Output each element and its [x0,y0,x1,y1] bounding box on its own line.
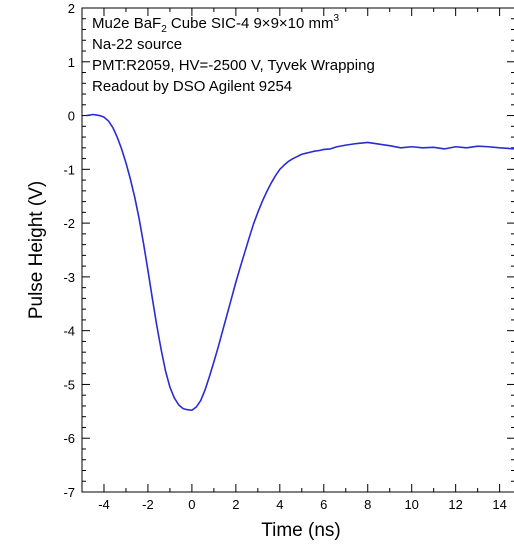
y-tick-label: -7 [63,485,75,500]
annotation-block: Mu2e BaF2 Cube SIC-4 9×9×10 mm3 Na-22 so… [92,13,375,95]
y-tick-label: -6 [63,431,75,446]
x-tick-label: 10 [404,497,418,512]
y-tick-label: -5 [63,377,75,392]
annotation-line-4: Readout by DSO Agilent 9254 [92,78,292,95]
x-tick-label: 8 [364,497,371,512]
x-tick-label: 0 [188,497,195,512]
y-tick-label: -3 [63,270,75,285]
y-tick-label: 2 [68,1,75,16]
y-tick-label: -2 [63,216,75,231]
y-tick-label: 1 [68,55,75,70]
x-tick-label: 2 [232,497,239,512]
x-axis-title: Time (ns) [261,520,341,541]
y-tick-label: -1 [63,162,75,177]
annotation-line-2: Na-22 source [92,36,182,53]
x-tick-label: -4 [98,497,110,512]
y-axis-title: Pulse Height (V) [26,181,47,319]
x-tick-label: 12 [448,497,462,512]
x-tick-labels: -4 -2 0 2 4 6 8 10 12 14 [98,497,507,512]
plot-frame [81,7,514,493]
pulse-waveform-line [86,113,514,412]
axis-ticks [81,7,514,493]
annotation-line-3: PMT:R2059, HV=-2500 V, Tyvek Wrapping [92,57,375,74]
x-tick-label: 6 [320,497,327,512]
y-tick-label: -4 [63,324,75,339]
x-tick-label: 4 [276,497,283,512]
x-tick-label: -2 [142,497,154,512]
annotation-line-1: Mu2e BaF2 Cube SIC-4 9×9×10 mm3 [92,13,340,35]
y-tick-labels: 2 1 0 -1 -2 -3 -4 -5 -6 -7 [63,1,75,500]
x-tick-label: 14 [492,497,506,512]
y-tick-label: 0 [68,109,75,124]
